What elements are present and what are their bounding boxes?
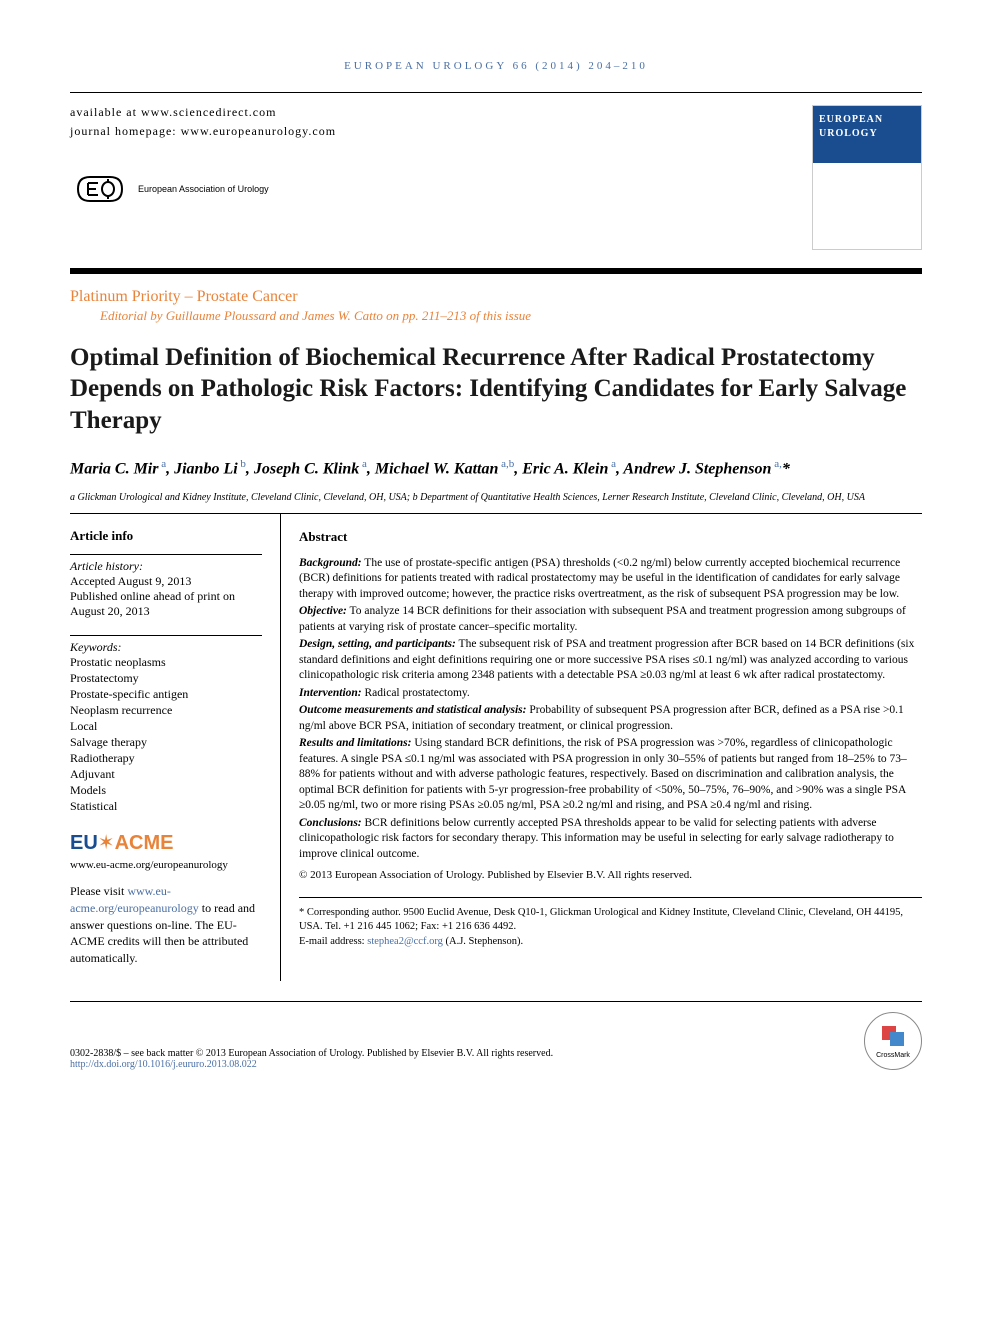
available-at: available at www.sciencedirect.com: [70, 105, 812, 120]
background-text: The use of prostate-specific antigen (PS…: [299, 557, 900, 600]
two-column-layout: Article info Article history: Accepted A…: [70, 514, 922, 981]
header-row: available at www.sciencedirect.com journ…: [70, 92, 922, 250]
euacme-star-icon: ✶: [98, 832, 115, 854]
journal-citation: EUROPEAN UROLOGY 66 (2014) 204–210: [70, 60, 922, 72]
cover-title-1: EUROPEAN: [819, 114, 883, 125]
article-title: Optimal Definition of Biochemical Recurr…: [70, 342, 922, 436]
keywords-label: Keywords:: [70, 640, 262, 655]
abstract-outcome: Outcome measurements and statistical ana…: [299, 703, 922, 734]
authors-list: Maria C. Mir a, Jianbo Li b, Joseph C. K…: [70, 458, 922, 478]
abstract-background: Background: The use of prostate-specific…: [299, 556, 922, 603]
euacme-logo: EU✶ACME: [70, 830, 262, 855]
journal-cover-thumbnail: EUROPEAN UROLOGY: [812, 105, 922, 250]
keyword-item: Statistical: [70, 799, 262, 814]
abstract-design: Design, setting, and participants: The s…: [299, 637, 922, 684]
corresponding-author-box: * Corresponding author. 9500 Euclid Aven…: [299, 897, 922, 949]
crossmark-icon: [880, 1024, 906, 1050]
objective-label: Objective:: [299, 605, 347, 617]
keyword-item: Prostatectomy: [70, 671, 262, 686]
history-label: Article history:: [70, 559, 262, 574]
email-label: E-mail address:: [299, 936, 367, 947]
article-history-block: Article history: Accepted August 9, 2013…: [70, 559, 262, 619]
abstract-heading: Abstract: [299, 528, 922, 546]
history-accepted: Accepted August 9, 2013: [70, 574, 262, 589]
editorial-reference: Editorial by Guillaume Ploussard and Jam…: [100, 308, 922, 324]
keyword-item: Neoplasm recurrence: [70, 703, 262, 718]
keyword-item: Adjuvant: [70, 767, 262, 782]
article-info-heading: Article info: [70, 528, 262, 544]
please-visit-text: Please visit www.eu-acme.org/europeanuro…: [70, 883, 262, 967]
article-info-column: Article info Article history: Accepted A…: [70, 514, 280, 981]
info-divider-2: [70, 635, 262, 636]
outcome-label: Outcome measurements and statistical ana…: [299, 704, 526, 716]
info-divider: [70, 554, 262, 555]
keyword-item: Models: [70, 783, 262, 798]
section-label: Platinum Priority – Prostate Cancer: [70, 288, 922, 306]
euacme-url: www.eu-acme.org/europeanurology: [70, 859, 262, 871]
corresponding-text: * Corresponding author. 9500 Euclid Aven…: [299, 906, 922, 934]
design-label: Design, setting, and participants:: [299, 638, 456, 650]
intervention-label: Intervention:: [299, 687, 362, 699]
bottom-divider: [70, 1001, 922, 1002]
keyword-item: Prostatic neoplasms: [70, 655, 262, 670]
objective-text: To analyze 14 BCR definitions for their …: [299, 605, 906, 633]
keywords-block: Keywords: Prostatic neoplasmsProstatecto…: [70, 640, 262, 814]
crossmark-label: CrossMark: [876, 1052, 910, 1059]
corresponding-email-line: E-mail address: stephea2@ccf.org (A.J. S…: [299, 935, 922, 949]
history-published: Published online ahead of print on Augus…: [70, 589, 262, 619]
abstract-objective: Objective: To analyze 14 BCR definitions…: [299, 604, 922, 635]
keyword-item: Prostate-specific antigen: [70, 687, 262, 702]
footer-left: 0302-2838/$ – see back matter © 2013 Eur…: [70, 1048, 864, 1070]
affiliations: a Glickman Urological and Kidney Institu…: [70, 492, 922, 514]
eau-logo-text: European Association of Urology: [138, 184, 269, 194]
euacme-acme: ACME: [115, 832, 174, 854]
cover-title-2: UROLOGY: [819, 128, 878, 139]
corresponding-email-link[interactable]: stephea2@ccf.org: [367, 936, 443, 947]
keyword-item: Radiotherapy: [70, 751, 262, 766]
eau-logo-icon: [70, 169, 130, 209]
conclusions-text: BCR definitions below currently accepted…: [299, 817, 894, 860]
doi-link[interactable]: http://dx.doi.org/10.1016/j.eururo.2013.…: [70, 1059, 257, 1070]
abstract-intervention: Intervention: Radical prostatectomy.: [299, 686, 922, 702]
please-visit-pre: Please visit: [70, 884, 127, 898]
email-suffix: (A.J. Stephenson).: [443, 936, 523, 947]
abstract-copyright: © 2013 European Association of Urology. …: [299, 868, 922, 883]
results-label: Results and limitations:: [299, 737, 411, 749]
keywords-list: Prostatic neoplasmsProstatectomyProstate…: [70, 655, 262, 814]
journal-homepage: journal homepage: www.europeanurology.co…: [70, 124, 812, 139]
intervention-text: Radical prostatectomy.: [362, 687, 470, 699]
thick-divider: [70, 268, 922, 274]
abstract-column: Abstract Background: The use of prostate…: [280, 514, 922, 981]
euacme-eu: EU: [70, 832, 98, 854]
keyword-item: Local: [70, 719, 262, 734]
crossmark-badge[interactable]: CrossMark: [864, 1012, 922, 1070]
footer-copyright: 0302-2838/$ – see back matter © 2013 Eur…: [70, 1048, 864, 1059]
eau-logo: European Association of Urology: [70, 169, 812, 209]
header-left: available at www.sciencedirect.com journ…: [70, 105, 812, 209]
abstract-results: Results and limitations: Using standard …: [299, 736, 922, 814]
footer-row: 0302-2838/$ – see back matter © 2013 Eur…: [70, 1012, 922, 1070]
keyword-item: Salvage therapy: [70, 735, 262, 750]
background-label: Background:: [299, 557, 362, 569]
abstract-conclusions: Conclusions: BCR definitions below curre…: [299, 816, 922, 863]
conclusions-label: Conclusions:: [299, 817, 362, 829]
